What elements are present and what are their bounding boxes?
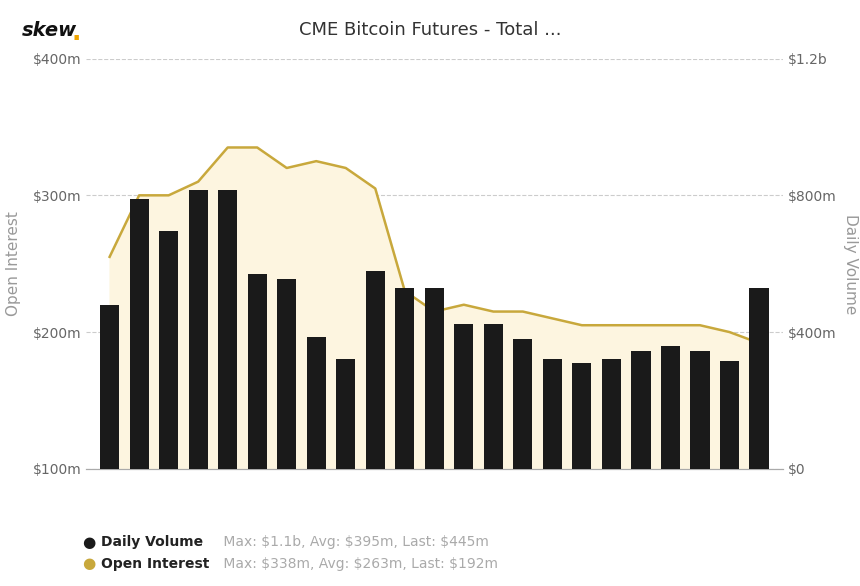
Bar	[513, 339, 532, 469]
Bar	[277, 279, 297, 469]
Bar	[248, 274, 267, 469]
Text: Max: $338m, Avg: $263m, Last: $192m: Max: $338m, Avg: $263m, Last: $192m	[219, 557, 498, 571]
Bar	[188, 190, 208, 469]
Bar	[336, 359, 355, 469]
Bar	[366, 271, 385, 469]
Text: CME Bitcoin Futures - Total ...: CME Bitcoin Futures - Total ...	[298, 21, 562, 39]
Bar	[425, 288, 444, 469]
Bar	[483, 323, 503, 469]
Text: Open Interest: Open Interest	[101, 557, 210, 571]
Bar	[130, 199, 149, 469]
Text: ●: ●	[82, 534, 95, 550]
Bar	[749, 288, 769, 469]
Bar	[572, 363, 592, 469]
Bar	[660, 346, 680, 469]
Bar	[631, 351, 650, 469]
Text: ●: ●	[82, 556, 95, 571]
Text: Daily Volume: Daily Volume	[101, 535, 204, 549]
Bar	[307, 337, 326, 469]
Bar	[543, 359, 562, 469]
Bar	[720, 361, 739, 469]
Text: skew: skew	[22, 21, 77, 39]
Bar	[100, 305, 120, 469]
Bar	[454, 323, 473, 469]
Y-axis label: Daily Volume: Daily Volume	[844, 213, 858, 314]
Bar	[602, 359, 621, 469]
Bar	[159, 231, 178, 469]
Y-axis label: Open Interest: Open Interest	[6, 212, 22, 316]
Text: .: .	[71, 21, 81, 45]
Bar	[691, 351, 710, 469]
Text: Max: $1.1b, Avg: $395m, Last: $445m: Max: $1.1b, Avg: $395m, Last: $445m	[219, 535, 489, 549]
Bar	[218, 190, 237, 469]
Bar	[396, 288, 415, 469]
